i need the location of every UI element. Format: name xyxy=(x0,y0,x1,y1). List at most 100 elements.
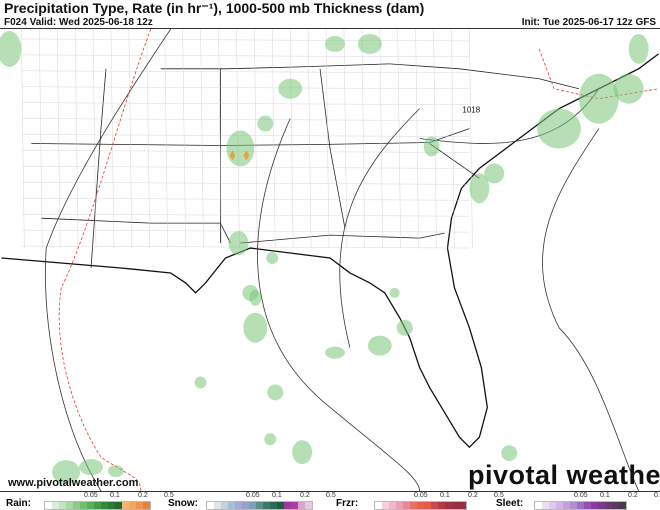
rain-area xyxy=(325,35,345,52)
legend-swatch xyxy=(242,502,249,509)
legend-tick: 0.5 xyxy=(494,492,504,499)
rain-area xyxy=(52,460,81,485)
legend-swatch xyxy=(452,502,459,509)
rain-area xyxy=(423,136,440,157)
legend-tick: 0.2 xyxy=(138,492,148,499)
legend-swatch xyxy=(417,502,424,509)
legend: Rain: 0.05 0.1 0.2 0.5 Snow: 0.05 0.1 0.2 0.5 Frzr… xyxy=(0,492,660,510)
rain-areas xyxy=(0,30,649,485)
legend-color-bar xyxy=(374,501,467,510)
coastline xyxy=(1,53,659,449)
legend-swatch xyxy=(221,502,228,509)
rain-area xyxy=(107,465,124,478)
legend-tick: 0.2 xyxy=(468,492,478,499)
legend-snow: Snow: 0.05 0.1 0.2 0.5 xyxy=(168,492,336,510)
legend-tick: 0.05 xyxy=(246,492,260,499)
isobar-label: 1018 xyxy=(462,106,480,115)
legend-swatch xyxy=(438,502,445,509)
mixed-precip-marks xyxy=(229,150,250,161)
legend-swatch xyxy=(143,502,150,509)
legend-swatch xyxy=(207,502,214,509)
rain-area xyxy=(537,108,581,149)
weather-map[interactable]: 1018 xyxy=(0,28,660,492)
legend-color-bar xyxy=(206,501,313,510)
legend-swatch xyxy=(389,502,396,509)
rain-area xyxy=(367,335,392,356)
legend-swatch xyxy=(542,502,549,509)
legend-tick: 0.1 xyxy=(600,492,610,499)
rain-area xyxy=(264,433,277,446)
legend-swatch xyxy=(52,502,59,509)
legend-swatch xyxy=(375,502,382,509)
rain-area xyxy=(578,73,619,124)
legend-swatch xyxy=(66,502,73,509)
rain-area xyxy=(628,33,649,64)
freezing-line xyxy=(58,29,659,491)
legend-swatch xyxy=(270,502,277,509)
legend-swatch xyxy=(305,502,312,509)
rain-area xyxy=(194,376,207,389)
rain-area xyxy=(613,73,644,104)
legend-swatch xyxy=(214,502,221,509)
rain-area xyxy=(389,287,400,298)
valid-time: F024 Valid: Wed 2025-06-18 12z xyxy=(4,17,153,28)
legend-swatch xyxy=(108,502,115,509)
rain-area xyxy=(243,312,268,343)
legend-swatch xyxy=(101,502,108,509)
rain-area xyxy=(325,346,345,359)
legend-ticks: 0.05 0.1 0.2 0.5 xyxy=(44,492,174,500)
legend-tick: 0.5 xyxy=(654,492,660,499)
legend-tick: 0.05 xyxy=(84,492,98,499)
legend-swatch xyxy=(284,502,291,509)
legend-swatch xyxy=(291,502,298,509)
legend-tick: 0.05 xyxy=(414,492,428,499)
thickness-contours xyxy=(45,29,640,491)
legend-tick: 0.5 xyxy=(164,492,174,499)
legend-swatch xyxy=(535,502,542,509)
legend-swatch xyxy=(115,502,122,509)
legend-label: Sleet: xyxy=(496,498,524,509)
state-borders xyxy=(31,63,580,268)
county-lines xyxy=(21,29,473,249)
legend-swatch xyxy=(263,502,270,509)
legend-swatch xyxy=(584,502,591,509)
rain-area xyxy=(278,78,303,99)
legend-ticks: 0.05 0.1 0.2 0.5 xyxy=(206,492,336,500)
legend-swatch xyxy=(235,502,242,509)
legend-swatch xyxy=(45,502,52,509)
legend-tick: 0.2 xyxy=(300,492,310,499)
legend-swatch xyxy=(256,502,263,509)
rain-area xyxy=(249,289,262,306)
legend-swatch xyxy=(382,502,389,509)
legend-swatch xyxy=(570,502,577,509)
legend-swatch xyxy=(396,502,403,509)
legend-tick: 0.5 xyxy=(326,492,336,499)
legend-label: Rain: xyxy=(6,498,31,509)
legend-swatch xyxy=(556,502,563,509)
legend-tick: 0.1 xyxy=(272,492,282,499)
rain-area xyxy=(267,384,284,401)
legend-swatch xyxy=(122,502,129,509)
legend-swatch xyxy=(612,502,619,509)
legend-label: Frzr: xyxy=(336,498,359,509)
legend-swatch xyxy=(228,502,235,509)
legend-tick: 0.2 xyxy=(628,492,638,499)
legend-swatch xyxy=(591,502,598,509)
legend-swatch xyxy=(403,502,410,509)
rain-area xyxy=(226,130,255,167)
init-time: Init: Tue 2025-06-17 12z GFS xyxy=(521,17,656,28)
legend-swatch xyxy=(445,502,452,509)
legend-swatch xyxy=(619,502,626,509)
legend-tick: 0.05 xyxy=(574,492,588,499)
rain-area xyxy=(357,33,382,54)
rain-area xyxy=(469,173,490,204)
legend-swatch xyxy=(410,502,417,509)
legend-ticks: 0.05 0.1 0.2 0.5 xyxy=(534,492,660,500)
legend-swatch xyxy=(94,502,101,509)
legend-swatch xyxy=(277,502,284,509)
legend-swatch xyxy=(605,502,612,509)
map-title: Precipitation Type, Rate (in hr⁻¹), 1000… xyxy=(4,0,425,16)
legend-swatch xyxy=(249,502,256,509)
rain-area xyxy=(396,319,413,336)
rain-area xyxy=(266,252,279,264)
